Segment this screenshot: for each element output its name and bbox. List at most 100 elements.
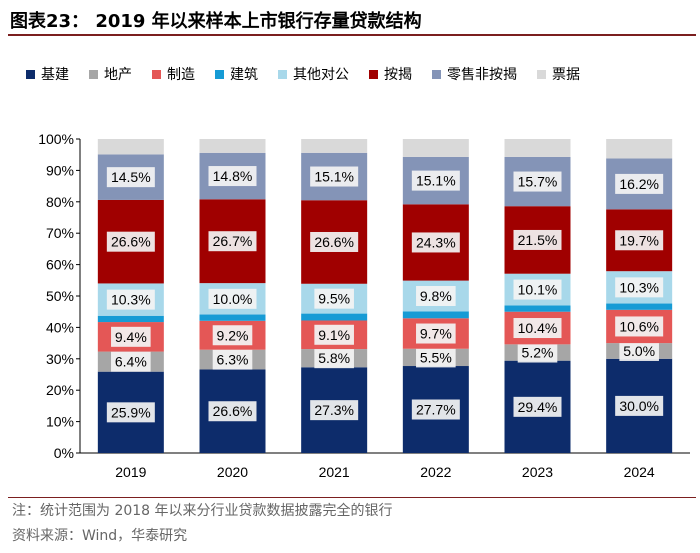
footer-divider <box>8 497 696 498</box>
legend-label: 按揭 <box>384 67 412 83</box>
data-label-box <box>310 231 359 252</box>
data-label-box <box>615 316 664 337</box>
data-label-box <box>208 166 257 187</box>
data-label-box <box>212 325 253 346</box>
data-label: 26.6% <box>111 234 151 250</box>
legend-item: 其他对公 <box>278 64 349 84</box>
legend-swatch <box>278 69 287 79</box>
x-tick-label: 2022 <box>420 464 451 480</box>
data-label-box <box>314 348 354 369</box>
data-label: 9.5% <box>318 291 350 307</box>
y-tick-label: 30% <box>46 351 74 367</box>
title-divider <box>8 34 696 36</box>
data-label: 15.1% <box>416 173 456 189</box>
legend-swatch <box>26 69 35 79</box>
y-tick-label: 100% <box>38 131 74 147</box>
y-tick-label: 60% <box>46 257 74 273</box>
data-label: 26.6% <box>314 234 354 250</box>
bar-segment <box>402 311 469 319</box>
legend-label: 票据 <box>552 67 580 83</box>
data-label: 10.4% <box>518 320 558 336</box>
data-label: 25.9% <box>111 404 151 420</box>
legend-item: 票据 <box>537 64 580 84</box>
source-note: 资料来源：Wind，华泰研究 <box>12 528 188 544</box>
data-label-box <box>208 288 257 309</box>
data-label-box <box>416 347 456 368</box>
legend-label: 其他对公 <box>293 67 349 83</box>
data-label-box <box>513 396 562 417</box>
data-label: 27.3% <box>314 402 354 418</box>
data-label: 16.2% <box>619 176 659 192</box>
data-label-box <box>513 318 562 339</box>
bar-segment <box>97 139 164 155</box>
data-label-box <box>314 288 354 309</box>
data-label-box <box>314 324 354 345</box>
data-label: 5.2% <box>522 345 554 361</box>
data-label-box <box>411 170 460 191</box>
data-label-box <box>111 326 151 347</box>
legend-label: 零售非按揭 <box>447 67 517 83</box>
data-label: 5.8% <box>318 350 350 366</box>
legend-swatch <box>432 69 441 79</box>
data-label: 10.3% <box>619 279 659 295</box>
x-tick-label: 2024 <box>624 464 655 480</box>
legend-label: 建筑 <box>230 67 258 83</box>
y-tick-label: 20% <box>46 382 74 398</box>
data-label: 26.6% <box>213 403 253 419</box>
data-label-box <box>615 395 664 416</box>
data-label-box <box>517 342 558 363</box>
data-label: 15.7% <box>518 174 558 190</box>
bar-segment <box>402 139 469 157</box>
data-label: 19.7% <box>619 232 659 248</box>
data-label-box <box>513 171 562 192</box>
bar-segment <box>606 303 673 310</box>
y-tick-label: 70% <box>46 225 74 241</box>
data-label: 29.4% <box>518 399 558 415</box>
chart-title: 图表23： 2019 年以来样本上市银行存量贷款结构 <box>10 11 422 32</box>
data-label-box <box>208 231 257 252</box>
y-tick-label: 90% <box>46 162 74 178</box>
legend-item: 建筑 <box>215 64 258 84</box>
data-label: 9.1% <box>318 327 350 343</box>
data-label-box <box>106 289 155 310</box>
legend-item: 按揭 <box>369 64 412 84</box>
data-label-box <box>106 167 155 188</box>
bar-segment <box>504 305 571 312</box>
y-tick-label: 0% <box>54 445 74 461</box>
data-label: 24.3% <box>416 234 456 250</box>
data-label-box <box>212 349 253 370</box>
legend-item: 地产 <box>89 64 132 84</box>
legend-item: 零售非按揭 <box>432 64 517 84</box>
legend-swatch <box>537 69 546 79</box>
data-label: 9.8% <box>420 288 452 304</box>
data-label: 21.5% <box>518 232 558 248</box>
legend-swatch <box>369 69 378 79</box>
bar-segment <box>301 139 368 153</box>
bar-segment <box>199 314 266 321</box>
data-label: 14.8% <box>213 168 253 184</box>
data-label-box <box>106 231 155 252</box>
x-tick-label: 2023 <box>522 464 553 480</box>
data-label-box <box>416 286 456 306</box>
data-label: 10.1% <box>518 282 558 298</box>
bar-segment <box>199 139 266 153</box>
footnote: 注：统计范围为 2018 年以来分行业贷款数据披露完全的银行 <box>12 503 393 519</box>
data-label: 15.1% <box>314 169 354 185</box>
data-label-box <box>111 351 151 372</box>
data-label-box <box>513 279 562 300</box>
data-label: 14.5% <box>111 169 151 185</box>
data-label-box <box>208 401 257 422</box>
legend-swatch <box>152 69 161 79</box>
y-tick-label: 80% <box>46 194 74 210</box>
data-label: 10.3% <box>111 292 151 308</box>
chart-legend: 基建 地产 制造 建筑 其他对公 按揭 零售非按揭 票据 <box>26 64 686 84</box>
data-label: 6.4% <box>115 354 147 370</box>
data-label-box <box>310 166 359 187</box>
y-tick-label: 40% <box>46 319 74 335</box>
data-label: 9.7% <box>420 326 452 342</box>
stacked-bar-chart: 0% 10% 20% 30% 40% 50% 60% 70% 80% 90% 100% 25.9% 6.… <box>38 131 690 480</box>
legend-item: 基建 <box>26 64 69 84</box>
data-label-box <box>619 340 659 361</box>
y-tick-label: 50% <box>46 288 74 304</box>
data-label: 9.4% <box>115 329 147 345</box>
